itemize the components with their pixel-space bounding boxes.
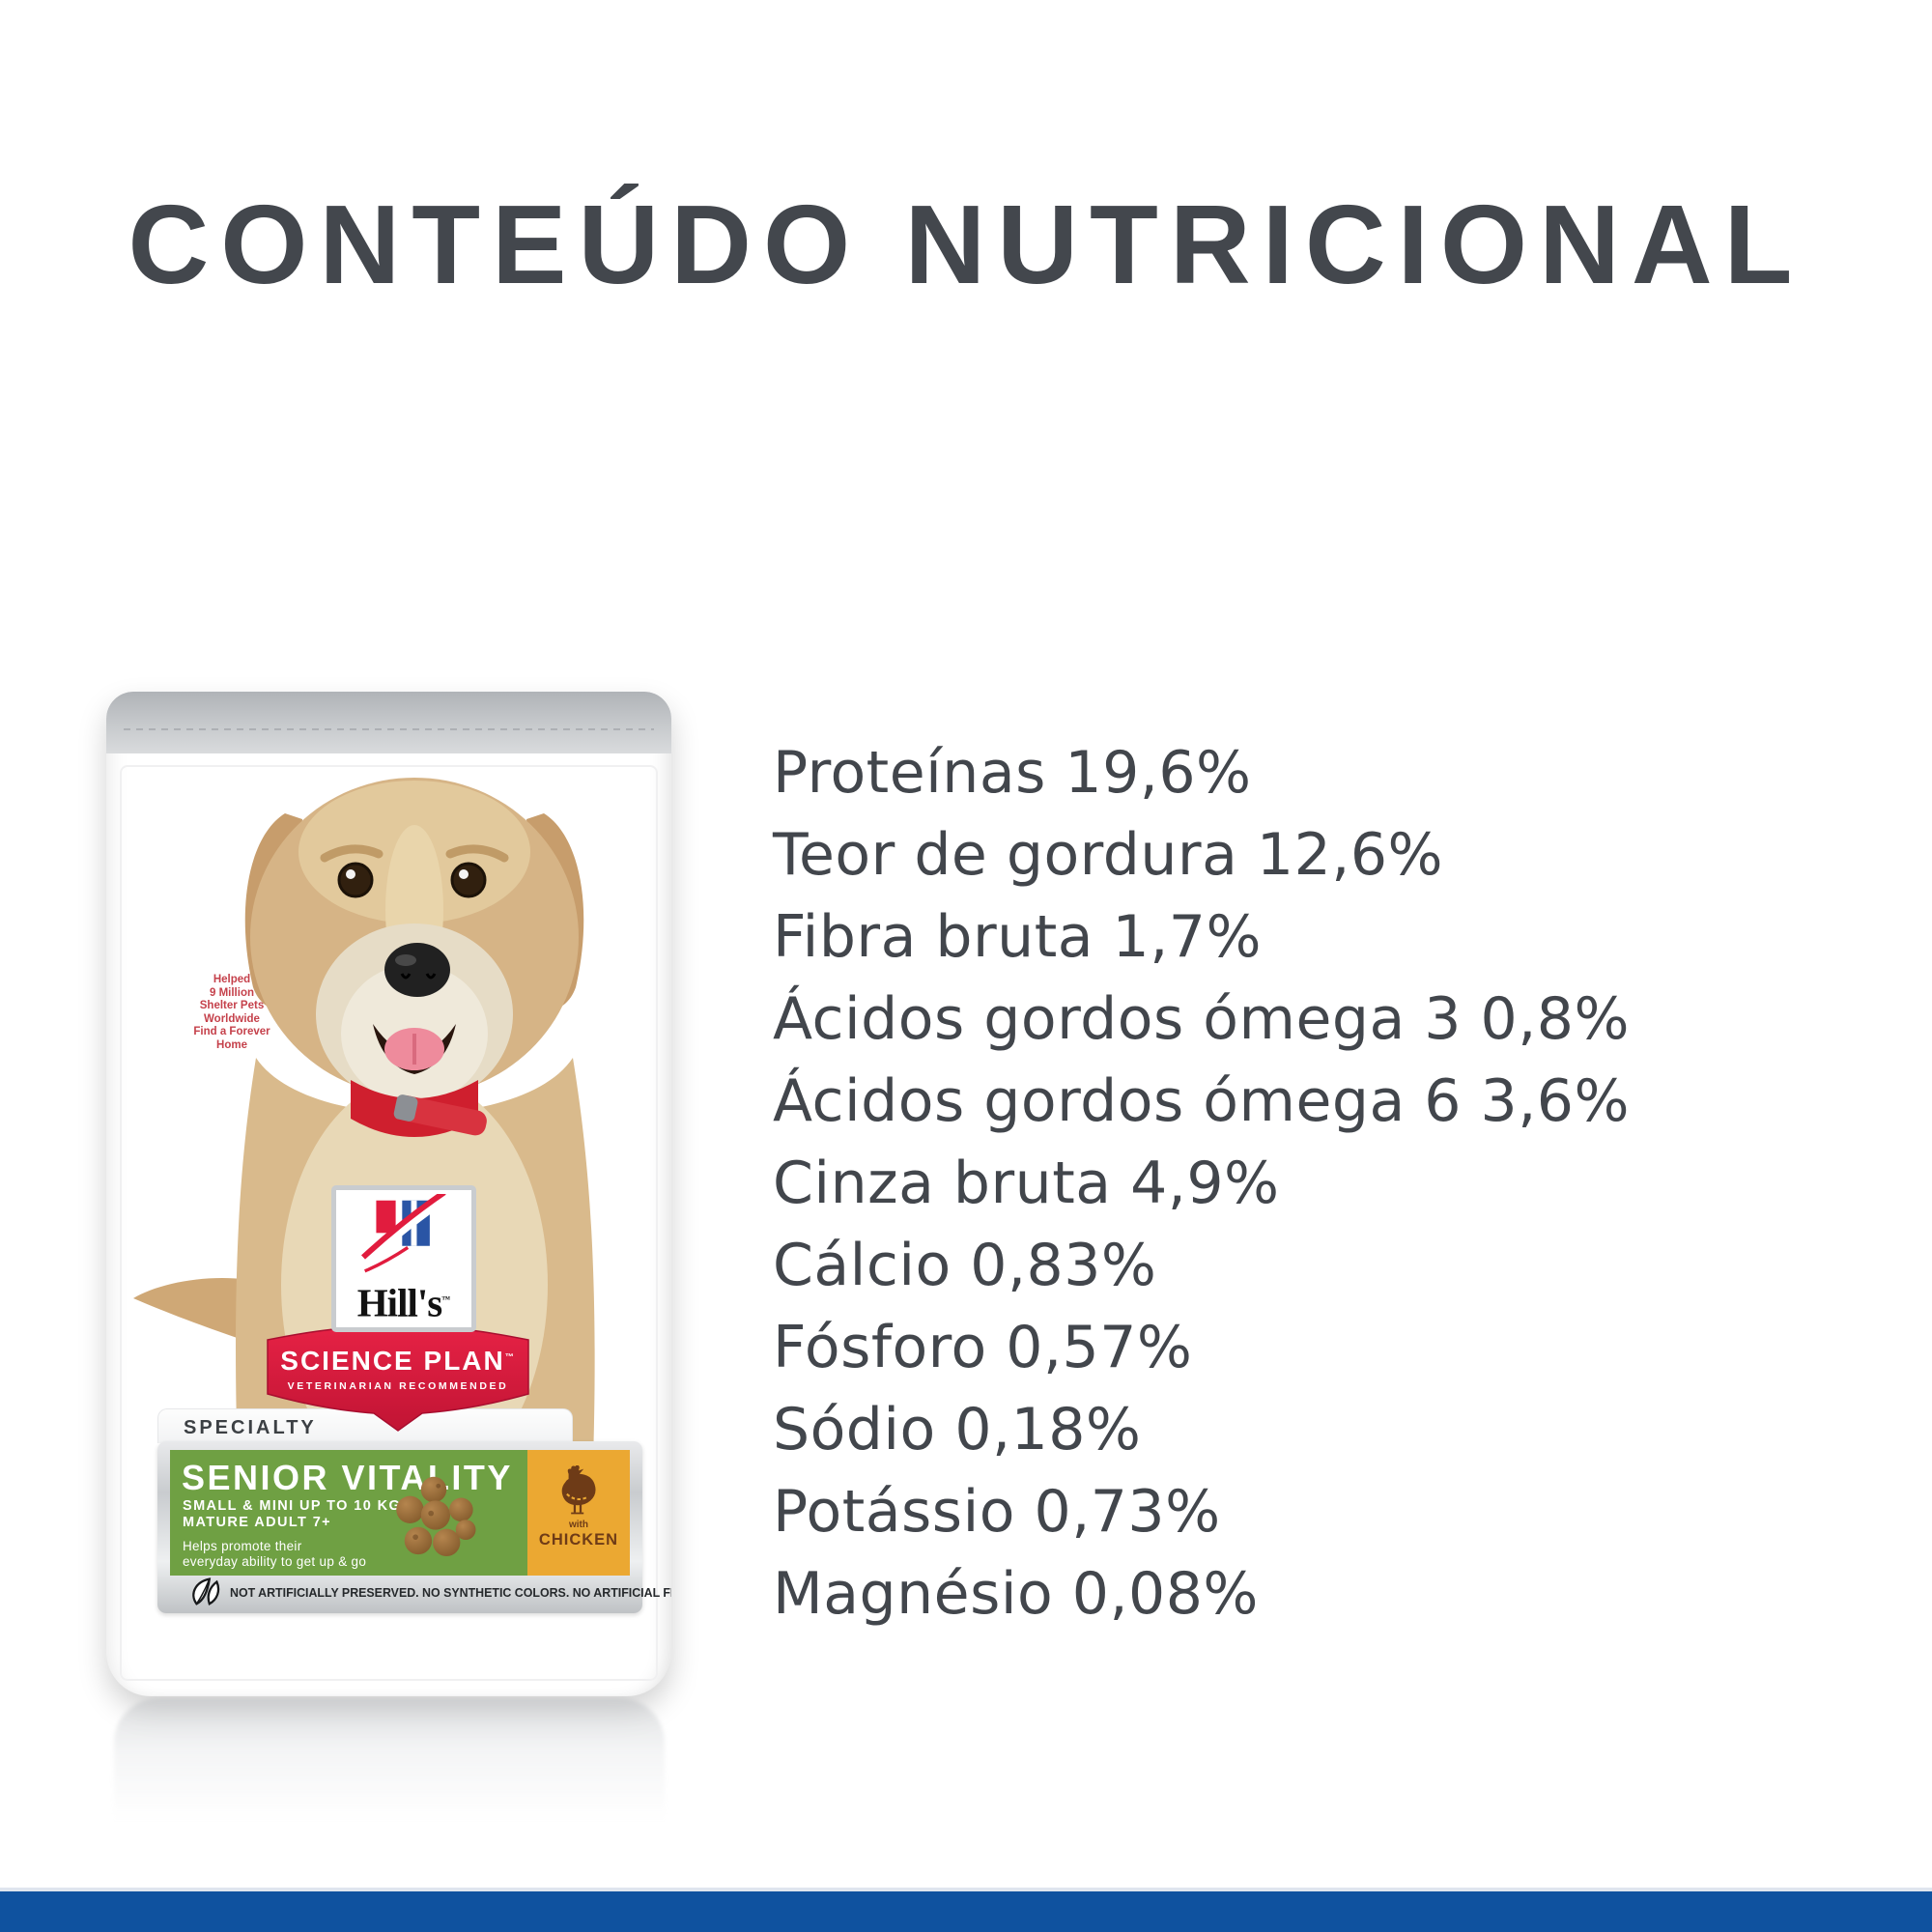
disclaimer-row: NOT ARTIFICIALLY PRESERVED. NO SYNTHETIC… <box>170 1577 671 1607</box>
nutrition-item: Ácidos gordos ómega 6 3,6% <box>773 1067 1630 1135</box>
claim-line: Shelter Pets <box>199 1000 265 1011</box>
claim-line: Worldwide <box>204 1012 260 1025</box>
trademark-symbol: ™ <box>504 1351 516 1362</box>
bag-seal <box>106 692 671 753</box>
disclaimer-text: NOT ARTIFICIALLY PRESERVED. NO SYNTHETIC… <box>230 1585 671 1600</box>
shelter-claim-text: Helped 9 Million Shelter Pets Worldwide … <box>179 974 285 1052</box>
brand-name: Hill's™ <box>336 1280 471 1322</box>
range-name: SCIENCE PLAN™ <box>258 1346 538 1377</box>
claim-line: 9 Million <box>210 986 254 999</box>
nutrition-item: Potássio 0,73% <box>773 1478 1221 1546</box>
nutrition-item: Sódio 0,18% <box>773 1396 1142 1463</box>
label-panels: SENIOR VITALITY SMALL & MINI UP TO 10 KG… <box>170 1450 630 1576</box>
claim-line: Helped <box>213 974 251 985</box>
hills-logo: Hill's™ <box>331 1185 476 1332</box>
nutrition-item: Magnésio 0,08% <box>773 1560 1259 1628</box>
claim-line: Home <box>216 1038 247 1051</box>
claim-line: Find a Forever <box>193 1026 270 1037</box>
range-name-text: SCIENCE PLAN <box>280 1346 505 1376</box>
product-label: SENIOR VITALITY SMALL & MINI UP TO 10 KG… <box>157 1441 671 1613</box>
chicken-icon <box>561 1464 596 1515</box>
brand-name-text: Hill's <box>356 1280 442 1325</box>
nutrition-item: Ácidos gordos ómega 3 0,8% <box>773 985 1630 1053</box>
trademark-symbol: ™ <box>441 1294 451 1304</box>
product-name: SENIOR VITALITY <box>182 1458 513 1497</box>
orange-panel: with CHICKEN <box>527 1450 630 1576</box>
leaf-icon <box>192 1577 220 1605</box>
nutrition-item: Cinza bruta 4,9% <box>773 1150 1280 1217</box>
footer-divider <box>0 1888 1932 1891</box>
range-tagline: VETERINARIAN RECOMMENDED <box>287 1380 509 1392</box>
size-line: SMALL & MINI UP TO 10 KG <box>183 1498 402 1514</box>
benefit-line: Helps promote their <box>183 1539 302 1553</box>
category-label: SPECIALTY <box>184 1417 317 1438</box>
nutrition-item: Fibra bruta 1,7% <box>773 903 1262 971</box>
flavor-name: CHICKEN <box>538 1531 619 1548</box>
specialty-tab: SPECIALTY <box>157 1408 573 1443</box>
bag-reflection <box>114 1698 665 1843</box>
green-panel: SENIOR VITALITY SMALL & MINI UP TO 10 KG… <box>170 1450 527 1576</box>
nutrition-item: Cálcio 0,83% <box>773 1232 1157 1299</box>
nutrition-list: Proteínas 19,6% Teor de gordura 12,6% Fi… <box>773 732 1913 1635</box>
age-line: MATURE ADULT 7+ <box>183 1515 332 1530</box>
nutrition-item: Teor de gordura 12,6% <box>773 821 1444 889</box>
bag-inner-border <box>120 765 658 1681</box>
page-title: CONTEÚDO NUTRICIONAL <box>128 182 1804 307</box>
product-bag: Helped 9 Million Shelter Pets Worldwide … <box>106 692 671 1696</box>
footer-bar <box>0 1891 1932 1932</box>
hills-h-mark-icon <box>359 1189 448 1273</box>
kibble-image <box>396 1476 476 1557</box>
science-plan-shield: SCIENCE PLAN™ VETERINARIAN RECOMMENDED <box>258 1321 538 1436</box>
nutrition-item: Fósforo 0,57% <box>773 1314 1193 1381</box>
benefit-line: everyday ability to get up & go <box>183 1554 367 1569</box>
flavor-prefix: with <box>569 1520 588 1530</box>
nutrition-item: Proteínas 19,6% <box>773 739 1252 807</box>
shield-shape-icon <box>267 1325 529 1432</box>
